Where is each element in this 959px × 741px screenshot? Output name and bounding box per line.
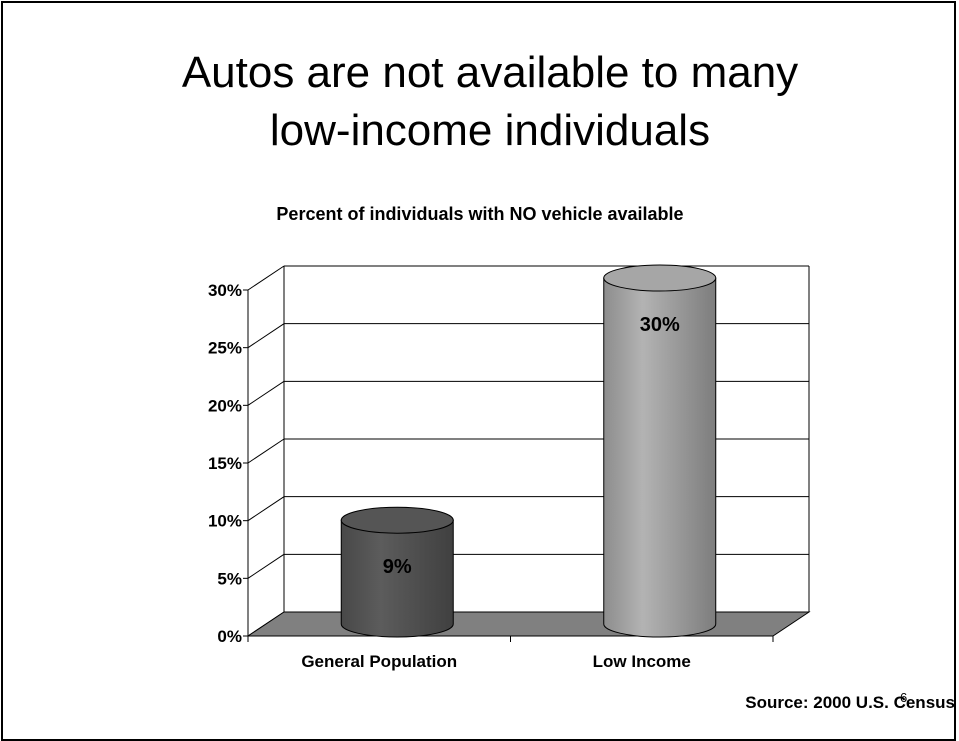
page-number: 6 <box>900 690 908 705</box>
bar-cylinder-body <box>603 277 717 638</box>
bar-cylinder-body <box>340 519 454 638</box>
side-wall-gridline <box>247 380 285 406</box>
y-tick-label: 0% <box>217 627 242 646</box>
side-wall-gridline <box>247 323 285 349</box>
bar-cylinder-top <box>340 506 454 534</box>
source-note: Source: 2000 U.S. Census <box>745 693 955 712</box>
title-line-2: low-income individuals <box>269 106 711 155</box>
x-tick-label: General Population <box>301 652 457 671</box>
side-wall-gridline <box>247 265 285 291</box>
title-line-1: Autos are not available to many <box>181 48 799 97</box>
bar-value-label: 9% <box>383 556 412 578</box>
y-tick-label: 30% <box>208 281 242 300</box>
bar-value-label: 30% <box>640 314 680 336</box>
x-tick-label: Low Income <box>593 652 691 671</box>
side-wall-gridline <box>247 553 285 579</box>
bar-cylinder-top <box>603 264 717 292</box>
side-wall-gridline <box>247 496 285 522</box>
y-tick-label: 25% <box>208 339 242 358</box>
y-tick-label: 10% <box>208 512 242 531</box>
slide-title: Autos are not available to many low-inco… <box>0 44 959 160</box>
chart-floor <box>246 611 811 637</box>
chart-title: Percent of individuals with NO vehicle a… <box>276 204 683 224</box>
y-tick-label: 5% <box>217 569 242 588</box>
y-tick-label: 15% <box>208 454 242 473</box>
y-tick-label: 20% <box>208 396 242 415</box>
bar-chart: Percent of individuals with NO vehicle a… <box>208 204 811 671</box>
side-wall-gridline <box>247 438 285 464</box>
